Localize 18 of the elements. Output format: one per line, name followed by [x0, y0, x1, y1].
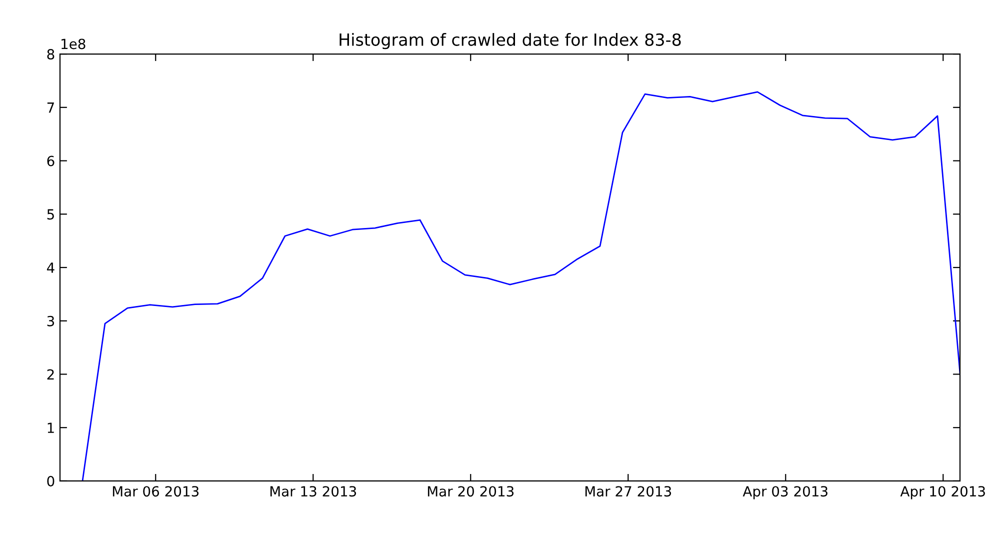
text: 1e8 — [62, 38, 86, 50]
x-tick-label: Apr 10 2013 — [900, 486, 985, 500]
x-tick-label: Mar 13 2013 — [270, 486, 356, 497]
chart-title: Histogram of crawled date for Index 83-8 — [340, 33, 681, 50]
y-tick-label: 3 — [47, 316, 54, 326]
x-tick-label: Apr 03 2013 — [742, 486, 828, 500]
y-tick-label: 4 — [46, 262, 54, 273]
y-tick-label: 6 — [47, 156, 54, 166]
y-tick-label: 7 — [47, 102, 54, 113]
x-tick-label: Mar 20 2013 — [428, 486, 514, 497]
x-tick-label: Mar 27 2013 — [585, 486, 672, 497]
y-tick-label: 8 — [47, 49, 54, 60]
line-series — [82, 91, 960, 481]
y-tick-label: 2 — [47, 369, 54, 380]
y-tick-label: 1 — [48, 422, 54, 433]
x-tick-label: Mar 06 2013 — [112, 486, 199, 497]
y-tick-label: 0 — [47, 476, 54, 486]
y-tick-label: 5 — [47, 209, 54, 220]
